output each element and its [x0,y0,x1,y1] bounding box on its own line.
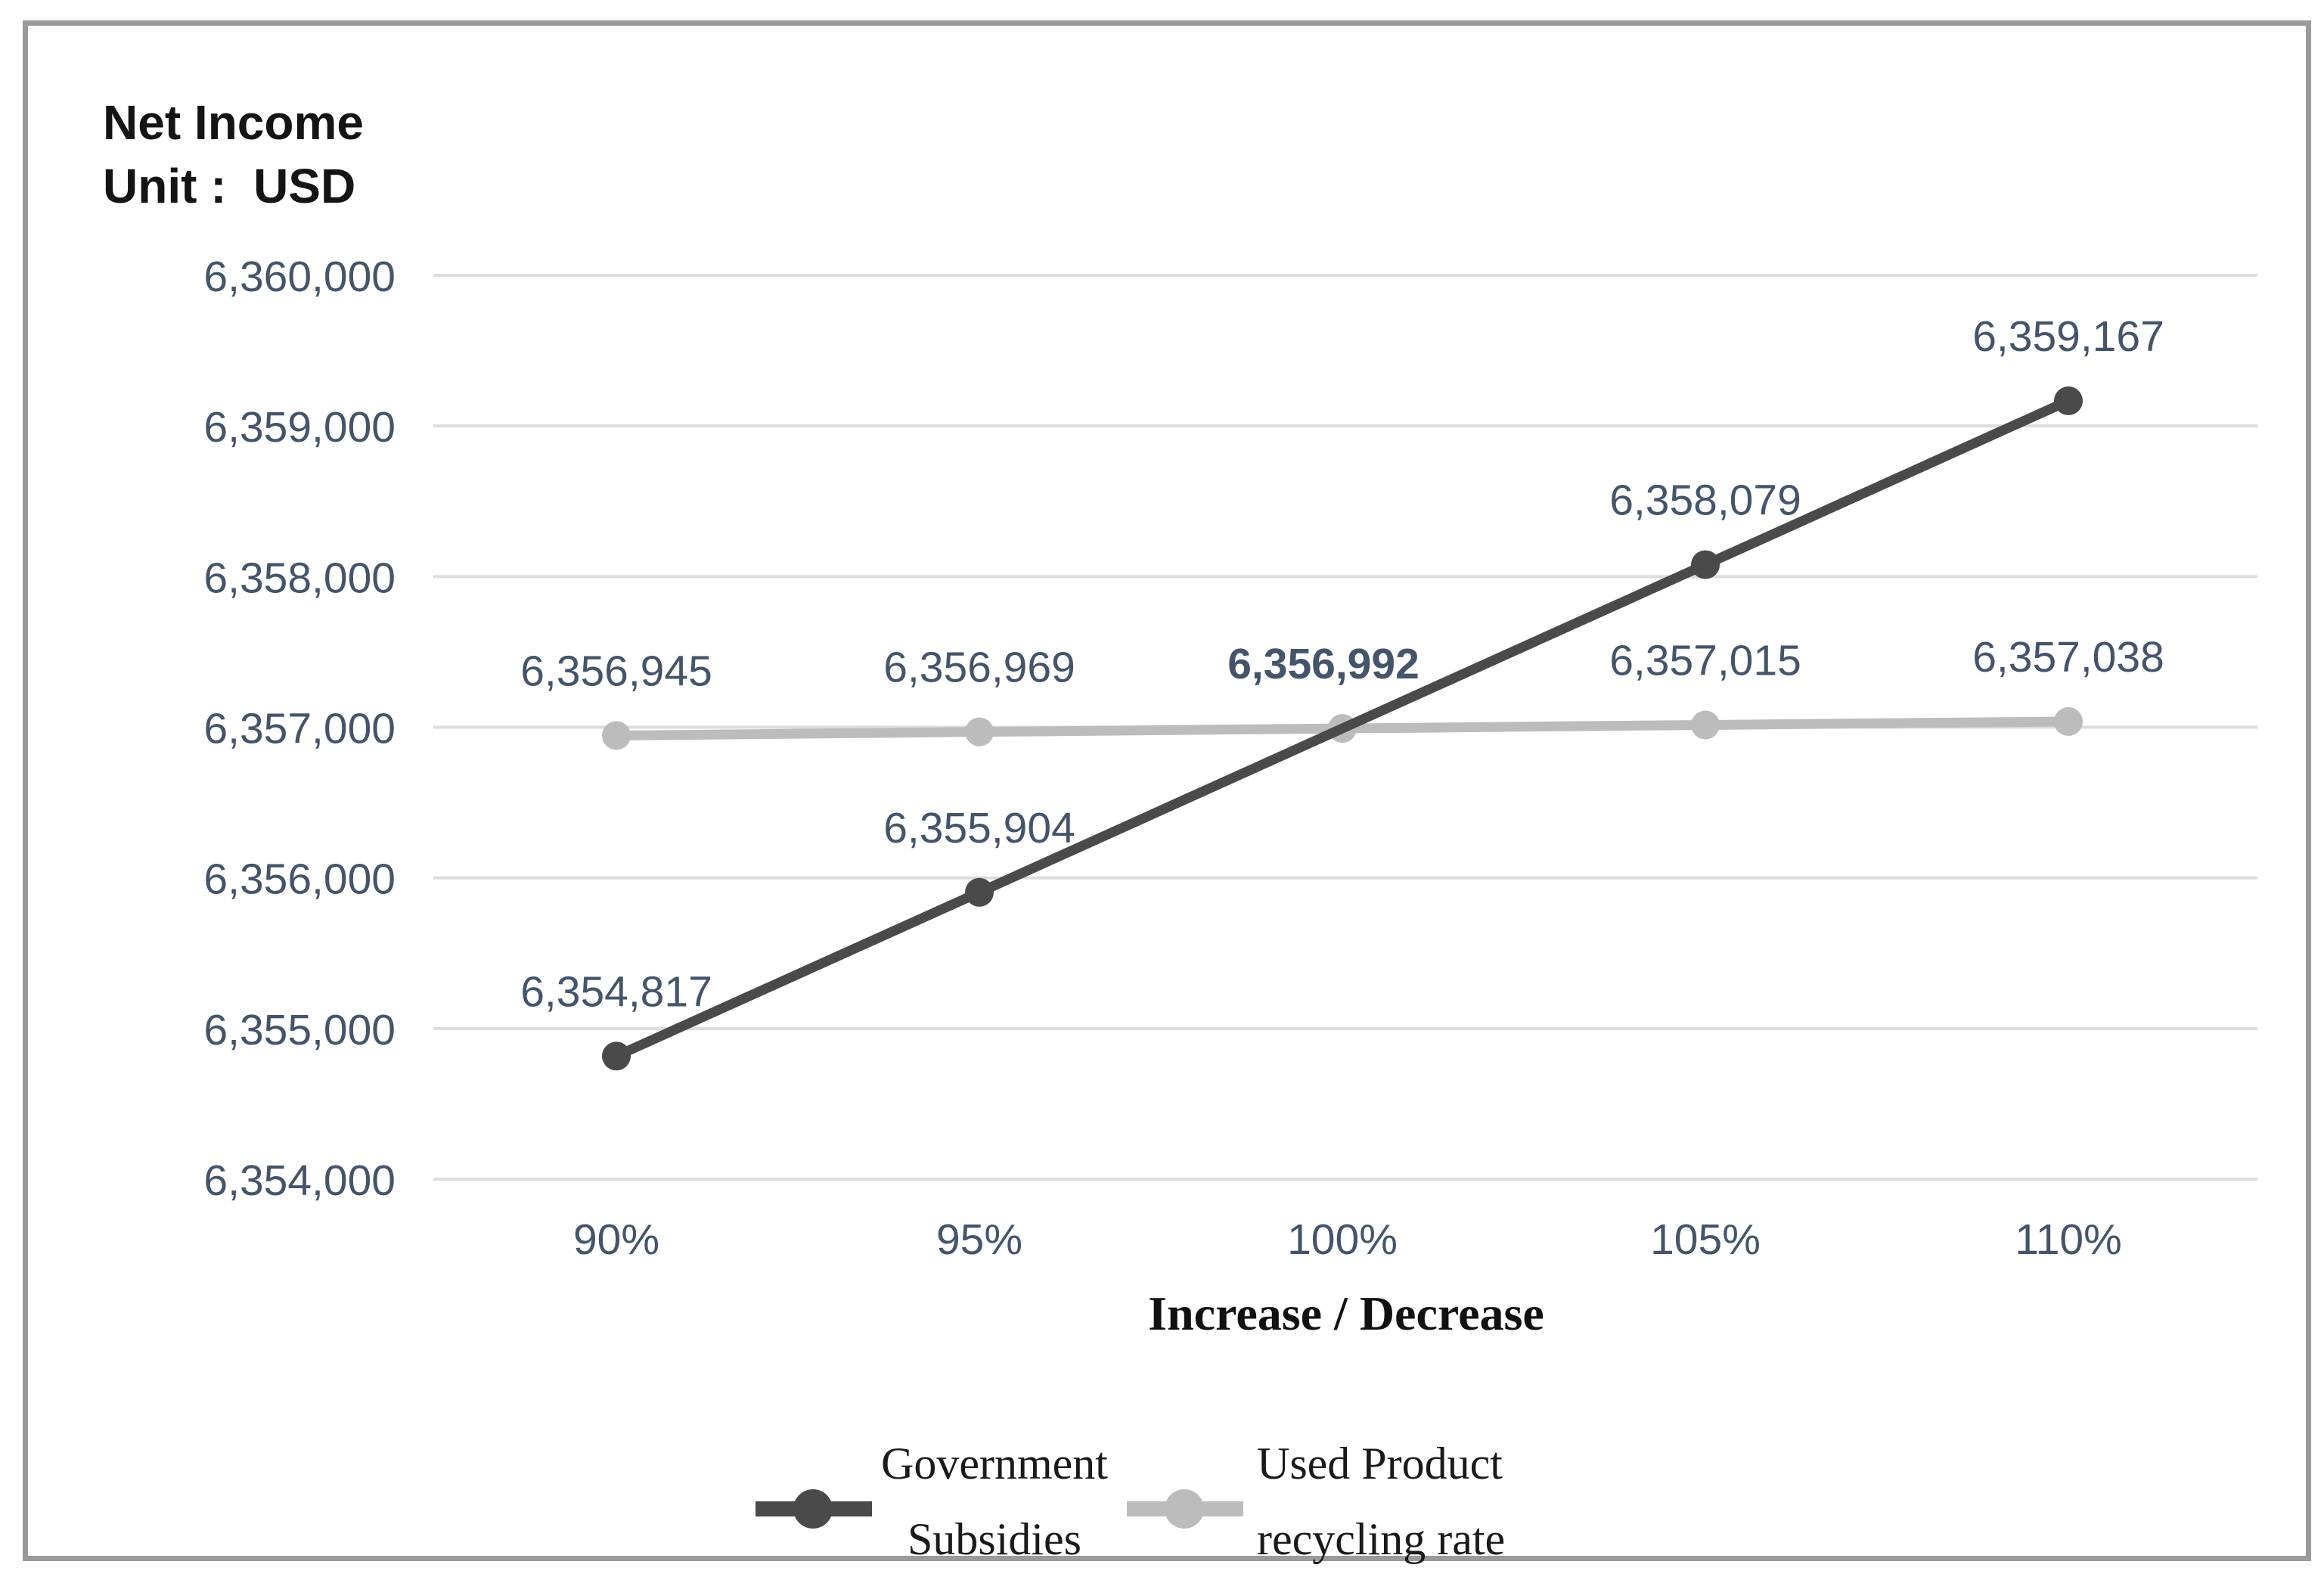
marker-used-product-recycling-rate [2054,706,2083,736]
chart-title-unit: Unit : USD [103,159,356,213]
legend-label-line: Subsidies [907,1514,1082,1564]
chart-title: Net Income Unit : USD [103,91,364,218]
legend-label-line: recycling rate [1257,1514,1506,1564]
legend-dot-swatch [1165,1489,1204,1529]
y-tick-label: 6,357,000 [203,705,396,753]
x-tick-label: 105% [1650,1215,1761,1264]
y-tick-label: 6,359,000 [203,403,396,452]
x-tick-label: 100% [1287,1215,1398,1264]
y-tick-label: 6,354,000 [203,1156,396,1205]
data-label-used-product-recycling-rate: 6,356,992 [1227,640,1420,688]
legend-dot-swatch [793,1489,833,1529]
x-tick-label: 110% [2015,1215,2122,1264]
data-label-used-product-recycling-rate: 6,357,038 [1972,633,2164,681]
data-label-government-subsidies: 6,358,079 [1609,476,1801,525]
marker-used-product-recycling-rate [965,717,994,747]
legend-label-used-product-recycling-rate: Used Product recycling rate [1257,1426,1605,1577]
data-label-used-product-recycling-rate: 6,357,015 [1609,637,1801,685]
chart-title-line1: Net Income [103,95,364,150]
data-label-used-product-recycling-rate: 6,356,945 [520,647,712,695]
legend-label-government-subsidies: Government Subsidies [870,1426,1119,1577]
y-tick-label: 6,360,000 [203,253,396,301]
data-label-used-product-recycling-rate: 6,356,969 [883,644,1075,692]
chart-frame [23,20,2311,1561]
marker-used-product-recycling-rate [1691,710,1720,740]
marker-government-subsidies [1691,550,1720,579]
legend-marker-government-subsidies [756,1489,872,1529]
marker-government-subsidies [965,877,994,907]
data-label-government-subsidies: 6,355,904 [883,804,1075,852]
x-tick-label: 90% [573,1215,659,1264]
marker-government-subsidies [2054,386,2083,415]
series-line-government-subsidies [611,396,2074,1061]
legend-marker-used-product-recycling-rate [1127,1489,1243,1529]
data-label-government-subsidies: 6,354,817 [520,967,712,1016]
legend-label-line: Government [881,1439,1108,1488]
data-label-government-subsidies: 6,359,167 [1972,312,2164,361]
y-tick-label: 6,355,000 [203,1006,396,1054]
y-tick-label: 6,358,000 [203,554,396,602]
y-tick-label: 6,356,000 [203,855,396,904]
legend-label-line: Used Product [1257,1439,1503,1488]
marker-government-subsidies [602,1041,631,1071]
x-tick-label: 95% [936,1215,1022,1264]
x-axis-title: Increase / Decrease [1148,1287,1544,1340]
marker-used-product-recycling-rate [602,721,631,750]
